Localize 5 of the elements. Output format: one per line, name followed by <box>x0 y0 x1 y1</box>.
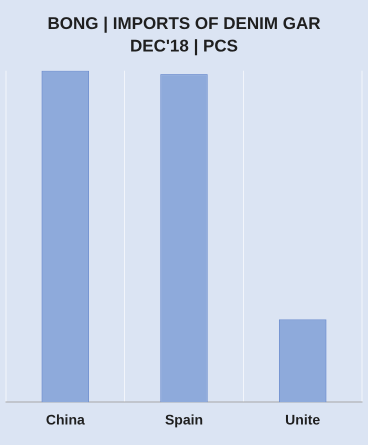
x-tick-label: China <box>46 411 85 428</box>
x-tick-label: Unite <box>285 411 320 428</box>
x-tick-label: Spain <box>164 411 204 428</box>
chart-title: BONG | IMPORTS OF DENIM GAR <box>48 14 320 33</box>
chart-subtitle: DEC'18 | PCS <box>130 36 238 56</box>
